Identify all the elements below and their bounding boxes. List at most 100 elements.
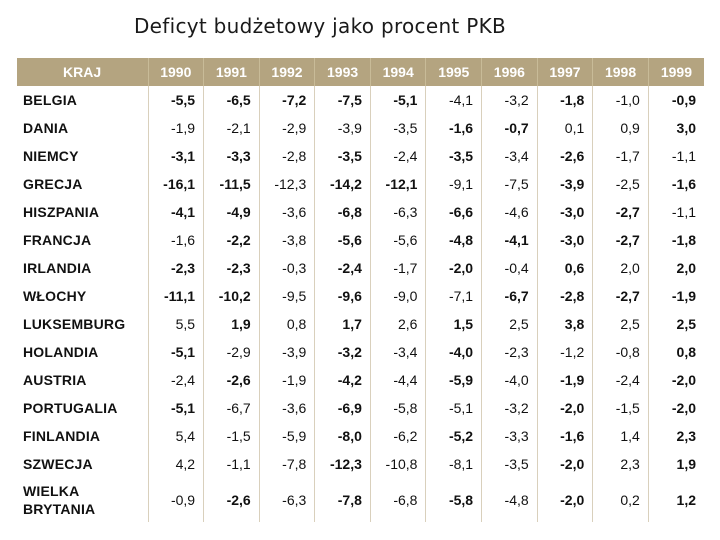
deficit-value-cell: -7,8 xyxy=(258,450,315,478)
country-name-cell: FINLANDIA xyxy=(23,428,101,444)
deficit-value-cell: -1,9 xyxy=(258,366,315,394)
deficit-value-cell: -4,8 xyxy=(425,226,482,254)
deficit-value-cell: -9,6 xyxy=(314,282,371,310)
deficit-value-cell: -1,1 xyxy=(647,142,704,170)
deficit-value-cell: -2,6 xyxy=(203,366,260,394)
deficit-value-cell: -3,1 xyxy=(147,142,204,170)
page-title: Deficyt budżetowy jako procent PKB xyxy=(133,14,507,38)
deficit-value-cell: -9,1 xyxy=(425,170,482,198)
deficit-value-cell: -2,8 xyxy=(536,282,593,310)
deficit-value-cell: -12,3 xyxy=(314,450,371,478)
deficit-value-cell: -3,5 xyxy=(369,114,426,142)
deficit-value-cell: -3,2 xyxy=(481,86,538,114)
deficit-value-cell: -1,6 xyxy=(425,114,482,142)
deficit-value-cell: 3,8 xyxy=(536,310,593,338)
deficit-value-cell: 2,0 xyxy=(647,254,704,282)
table-row: WŁOCHY -11,1 -10,2 -9,5 -9,6 -9,0 -7,1 -6,7 -2,8… xyxy=(17,282,704,310)
deficit-value-cell: -2,6 xyxy=(203,478,260,522)
deficit-value-cell: 2,0 xyxy=(592,254,649,282)
deficit-value-cell: 2,5 xyxy=(647,310,704,338)
deficit-value-cell: 0,6 xyxy=(536,254,593,282)
deficit-value-cell: -2,1 xyxy=(203,114,260,142)
deficit-value-cell: -6,2 xyxy=(369,422,426,450)
column-header-year: 1996 xyxy=(481,58,538,86)
deficit-value-cell: -2,7 xyxy=(592,198,649,226)
country-name-cell: FRANCJA xyxy=(23,232,92,248)
deficit-value-cell: -1,8 xyxy=(536,86,593,114)
deficit-value-cell: -7,8 xyxy=(314,478,371,522)
deficit-value-cell: -5,5 xyxy=(147,86,204,114)
deficit-value-cell: -3,0 xyxy=(536,226,593,254)
deficit-value-cell: 4,2 xyxy=(147,450,204,478)
table-row: HOLANDIA -5,1 -2,9 -3,9 -3,2 -3,4 -4,0 -2,3 -1,2… xyxy=(17,338,704,366)
deficit-value-cell: -2,3 xyxy=(481,338,538,366)
deficit-value-cell: -0,9 xyxy=(647,86,704,114)
deficit-value-cell: -11,1 xyxy=(147,282,204,310)
table-row: SZWECJA 4,2 -1,1 -7,8 -12,3 -10,8 -8,1 -3,5 -2,0… xyxy=(17,450,704,478)
deficit-value-cell: -8,1 xyxy=(425,450,482,478)
deficit-value-cell: -2,7 xyxy=(592,282,649,310)
deficit-value-cell: 2,3 xyxy=(592,450,649,478)
column-header-year: 1999 xyxy=(647,58,704,86)
deficit-value-cell: -4,1 xyxy=(425,86,482,114)
column-header-year: 1997 xyxy=(536,58,593,86)
deficit-value-cell: 3,0 xyxy=(647,114,704,142)
deficit-value-cell: -2,4 xyxy=(592,366,649,394)
deficit-value-cell: -6,6 xyxy=(425,198,482,226)
deficit-value-cell: -2,4 xyxy=(369,142,426,170)
deficit-value-cell: -14,2 xyxy=(314,170,371,198)
deficit-value-cell: -2,4 xyxy=(147,366,204,394)
table-row: HISZPANIA -4,1 -4,9 -3,6 -6,8 -6,3 -6,6 -4,6 -3,… xyxy=(17,198,704,226)
deficit-table-container: KRAJ 1990 1991 1992 1993 1994 1995 1996 1997 199… xyxy=(17,58,704,522)
deficit-value-cell: -2,0 xyxy=(536,394,593,422)
deficit-value-cell: -5,1 xyxy=(147,338,204,366)
deficit-value-cell: -1,6 xyxy=(647,170,704,198)
deficit-value-cell: -0,3 xyxy=(258,254,315,282)
deficit-value-cell: -1,7 xyxy=(369,254,426,282)
deficit-value-cell: -5,2 xyxy=(425,422,482,450)
deficit-value-cell: -5,8 xyxy=(425,478,482,522)
deficit-value-cell: 0,9 xyxy=(592,114,649,142)
deficit-value-cell: -7,5 xyxy=(314,86,371,114)
deficit-value-cell: -3,9 xyxy=(258,338,315,366)
table-row: LUKSEMBURG 5,5 1,9 0,8 1,7 2,6 1,5 2,5 3,8 2,5 2,5 xyxy=(17,310,704,338)
deficit-value-cell: -2,9 xyxy=(258,114,315,142)
table-row: NIEMCY -3,1 -3,3 -2,8 -3,5 -2,4 -3,5 -3,4 -2,6 -1… xyxy=(17,142,704,170)
deficit-value-cell: -10,2 xyxy=(203,282,260,310)
deficit-value-cell: 0,1 xyxy=(536,114,593,142)
deficit-value-cell: 1,9 xyxy=(647,450,704,478)
deficit-value-cell: -5,6 xyxy=(314,226,371,254)
country-name-cell: SZWECJA xyxy=(23,456,93,472)
deficit-value-cell: -3,4 xyxy=(369,338,426,366)
deficit-value-cell: -3,4 xyxy=(481,142,538,170)
deficit-value-cell: -6,5 xyxy=(203,86,260,114)
deficit-value-cell: -16,1 xyxy=(147,170,204,198)
deficit-value-cell: -5,9 xyxy=(425,366,482,394)
deficit-value-cell: -1,0 xyxy=(592,86,649,114)
deficit-value-cell: -2,4 xyxy=(314,254,371,282)
deficit-value-cell: -2,9 xyxy=(203,338,260,366)
deficit-value-cell: -2,0 xyxy=(536,478,593,522)
country-name-cell: LUKSEMBURG xyxy=(23,316,126,332)
deficit-value-cell: -3,2 xyxy=(314,338,371,366)
deficit-value-cell: -2,7 xyxy=(592,226,649,254)
table-row: IRLANDIA -2,3 -2,3 -0,3 -2,4 -1,7 -2,0 -0,4 0,6 2… xyxy=(17,254,704,282)
deficit-value-cell: -4,6 xyxy=(481,198,538,226)
deficit-value-cell: -0,9 xyxy=(147,478,204,522)
column-header-year: 1995 xyxy=(425,58,482,86)
deficit-value-cell: -3,0 xyxy=(536,198,593,226)
deficit-value-cell: 5,4 xyxy=(147,422,204,450)
deficit-value-cell: -4,9 xyxy=(203,198,260,226)
deficit-value-cell: 1,9 xyxy=(203,310,260,338)
deficit-value-cell: 0,8 xyxy=(647,338,704,366)
table-row: BELGIA -5,5 -6,5 -7,2 -7,5 -5,1 -4,1 -3,2 -1,8 -1… xyxy=(17,86,704,114)
deficit-value-cell: 1,7 xyxy=(314,310,371,338)
deficit-value-cell: -12,1 xyxy=(369,170,426,198)
deficit-value-cell: -10,8 xyxy=(369,450,426,478)
deficit-value-cell: -0,7 xyxy=(481,114,538,142)
deficit-value-cell: 5,5 xyxy=(147,310,204,338)
deficit-value-cell: -3,5 xyxy=(425,142,482,170)
country-name-cell: HOLANDIA xyxy=(23,344,99,360)
deficit-value-cell: -6,7 xyxy=(481,282,538,310)
deficit-value-cell: -2,2 xyxy=(203,226,260,254)
